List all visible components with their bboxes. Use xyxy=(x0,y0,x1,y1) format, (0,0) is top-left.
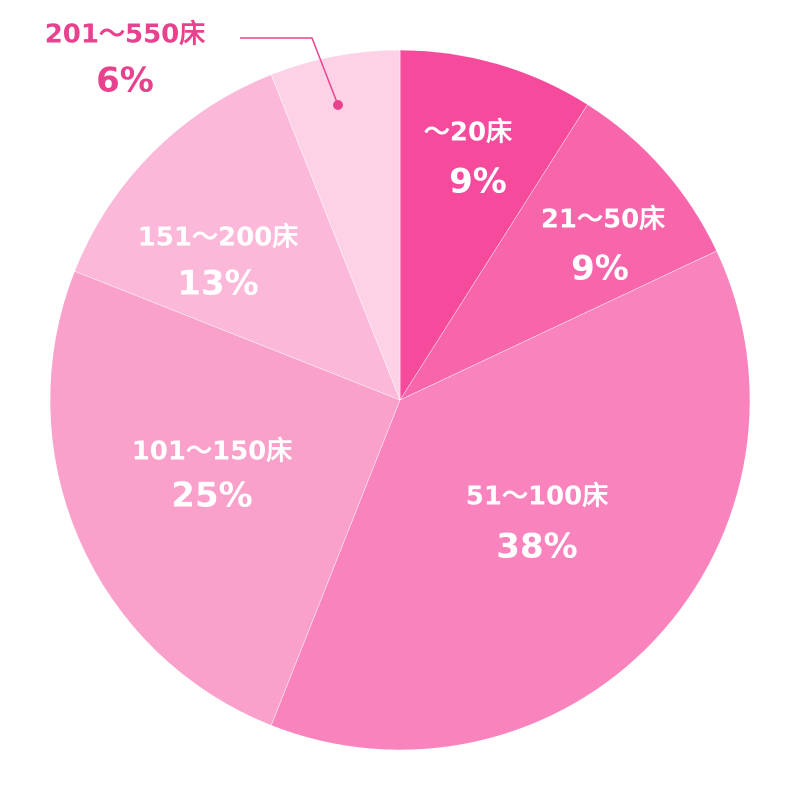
value-label: 6% xyxy=(96,61,154,101)
pie-slice xyxy=(270,49,401,401)
value-label: 9% xyxy=(449,162,507,202)
leader-dot xyxy=(333,100,343,110)
slice-label: 21〜50床 xyxy=(541,204,665,235)
value-label: 38% xyxy=(496,527,577,567)
slice-label: 201〜550床 xyxy=(45,19,206,50)
slice-label: 151〜200床 xyxy=(138,222,299,253)
pie-slice xyxy=(74,74,401,401)
pie-slice xyxy=(270,250,751,751)
slice-label: 101〜150床 xyxy=(132,436,293,467)
value-label: 13% xyxy=(177,264,258,304)
leader-line xyxy=(240,37,339,106)
pie-slice xyxy=(399,104,718,401)
value-label: 25% xyxy=(171,476,252,516)
value-label: 9% xyxy=(571,249,629,289)
pie-slice xyxy=(49,270,401,726)
slice-label: 〜20床 xyxy=(424,117,512,148)
slice-label: 51〜100床 xyxy=(466,481,608,512)
pie-slice xyxy=(399,49,588,401)
